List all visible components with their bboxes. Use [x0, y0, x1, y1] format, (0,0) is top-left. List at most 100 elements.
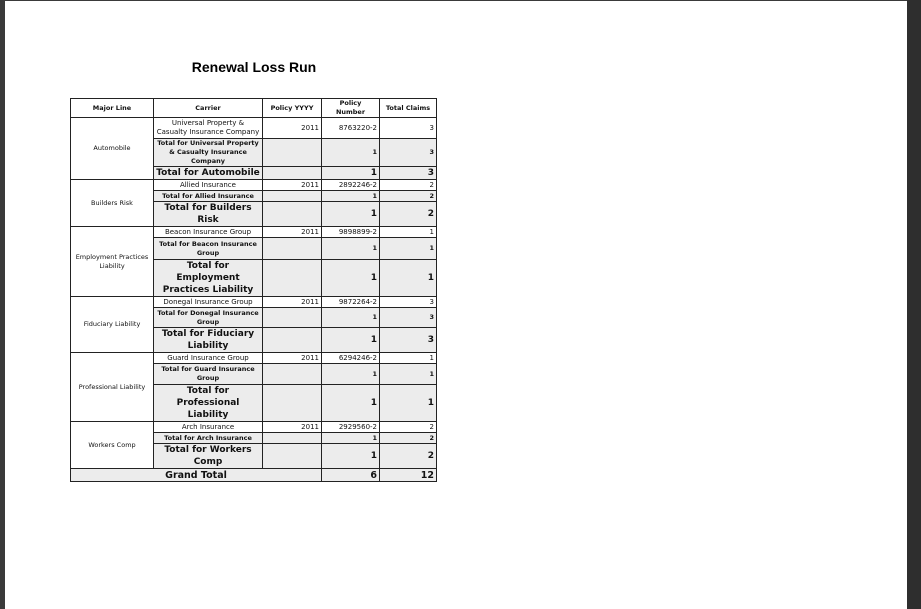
carrier-cell: Allied Insurance [153, 179, 263, 191]
total-claims-cell: 1 [379, 352, 437, 364]
header-major-line: Major Line [70, 98, 154, 118]
line-total-claims: 1 [379, 259, 437, 297]
header-policy-year: Policy YYYY [262, 98, 322, 118]
total-claims-cell: 3 [379, 117, 437, 139]
carrier-subtotal-policies: 1 [321, 363, 380, 385]
carrier-subtotal-label: Total for Guard Insurance Group [153, 363, 263, 385]
header-carrier: Carrier [153, 98, 263, 118]
major-line-cell: Builders Risk [70, 179, 154, 227]
carrier-subtotal-label: Total for Beacon Insurance Group [153, 237, 263, 260]
blank-cell [262, 259, 322, 297]
carrier-subtotal-claims: 3 [379, 307, 437, 328]
carrier-subtotal-label: Total for Universal Property & Casualty … [153, 138, 263, 167]
line-total-claims: 3 [379, 327, 437, 353]
line-total-policies: 1 [321, 443, 380, 469]
blank-cell [262, 190, 322, 202]
carrier-cell: Beacon Insurance Group [153, 226, 263, 238]
line-total-row: Total for Fiduciary Liability 1 3 [71, 327, 437, 353]
line-total-label: Total for Automobile [153, 166, 263, 180]
carrier-subtotal-row: Total for Beacon Insurance Group 1 1 [71, 237, 437, 260]
table-row: Fiduciary Liability Donegal Insurance Gro… [70, 296, 437, 353]
carrier-subtotal-policies: 1 [321, 138, 380, 167]
policy-number-cell: 2929560-2 [321, 421, 380, 433]
carrier-subtotal-row: Total for Universal Property & Casualty … [71, 138, 437, 167]
total-claims-cell: 1 [379, 226, 437, 238]
carrier-cell: Donegal Insurance Group [153, 296, 263, 308]
line-total-policies: 1 [321, 327, 380, 353]
blank-cell [262, 166, 322, 180]
vertical-scrollbar[interactable] [907, 0, 921, 609]
line-total-policies: 1 [321, 166, 380, 180]
line-total-policies: 1 [321, 384, 380, 422]
blank-cell [262, 363, 322, 385]
carrier-subtotal-claims: 1 [379, 237, 437, 260]
table-row: Automobile Universal Property & Casualty … [70, 117, 437, 180]
line-total-claims: 2 [379, 201, 437, 227]
line-total-label: Total for Fiduciary Liability [153, 327, 263, 353]
line-total-row: Total for Builders Risk 1 2 [71, 201, 437, 227]
blank-cell [262, 237, 322, 260]
total-claims-cell: 2 [379, 421, 437, 433]
policy-number-cell: 8763220-2 [321, 117, 380, 139]
blank-cell [262, 201, 322, 227]
carrier-subtotal-policies: 1 [321, 237, 380, 260]
carrier-subtotal-claims: 2 [379, 190, 437, 202]
table-row: Workers Comp Arch Insurance 2011 2929560-2 2 [70, 421, 437, 469]
line-total-claims: 2 [379, 443, 437, 469]
line-total-label: Total for Workers Comp [153, 443, 263, 469]
blank-cell [262, 443, 322, 469]
carrier-subtotal-claims: 2 [379, 432, 437, 444]
grand-total-row: Grand Total 6 12 [70, 468, 437, 482]
line-total-label: Total for Professional Liability [153, 384, 263, 422]
carrier-subtotal-label: Total for Donegal Insurance Group [153, 307, 263, 328]
carrier-subtotal-policies: 1 [321, 432, 380, 444]
major-line-cell: Workers Comp [70, 421, 154, 469]
policy-number-cell: 9872264-2 [321, 296, 380, 308]
major-line-cell: Employment Practices Liability [70, 226, 154, 297]
header-total-claims: Total Claims [379, 98, 437, 118]
carrier-subtotal-claims: 1 [379, 363, 437, 385]
line-total-claims: 1 [379, 384, 437, 422]
major-line-cell: Professional Liability [70, 352, 154, 422]
carrier-subtotal-claims: 3 [379, 138, 437, 167]
line-total-label: Total for Employment Practices Liability [153, 259, 263, 297]
policy-year-cell: 2011 [262, 179, 322, 191]
carrier-subtotal-row: Total for Allied Insurance 1 2 [71, 190, 437, 202]
window-left-border [0, 0, 5, 609]
grand-total-claims: 12 [379, 468, 437, 482]
carrier-subtotal-row: Total for Donegal Insurance Group 1 3 [71, 307, 437, 328]
table-row: Employment Practices Liability Beacon Ins… [70, 226, 437, 297]
table-header-row: Major Line Carrier Policy YYYY Policy Nu… [70, 98, 437, 118]
window-top-border [0, 0, 921, 1]
report-title: Renewal Loss Run [191, 59, 317, 75]
policy-year-cell: 2011 [262, 117, 322, 139]
policy-number-cell: 6294246-2 [321, 352, 380, 364]
carrier-cell: Universal Property & Casualty Insurance … [153, 117, 263, 139]
line-total-claims: 3 [379, 166, 437, 180]
carrier-subtotal-policies: 1 [321, 307, 380, 328]
line-total-row: Total for Workers Comp 1 2 [71, 443, 437, 469]
table-row: Builders Risk Allied Insurance 2011 2892246… [70, 179, 437, 227]
line-total-label: Total for Builders Risk [153, 201, 263, 227]
blank-cell [262, 432, 322, 444]
policy-number-cell: 9898899-2 [321, 226, 380, 238]
major-line-cell: Fiduciary Liability [70, 296, 154, 353]
blank-cell [262, 327, 322, 353]
total-claims-cell: 3 [379, 296, 437, 308]
carrier-cell: Arch Insurance [153, 421, 263, 433]
total-claims-cell: 2 [379, 179, 437, 191]
grand-total-policies: 6 [321, 468, 380, 482]
policy-number-cell: 2892246-2 [321, 179, 380, 191]
carrier-subtotal-label: Total for Allied Insurance [153, 190, 263, 202]
carrier-subtotal-policies: 1 [321, 190, 380, 202]
table-row: Professional Liability Guard Insurance Gr… [70, 352, 437, 422]
carrier-subtotal-label: Total for Arch Insurance [153, 432, 263, 444]
carrier-cell: Guard Insurance Group [153, 352, 263, 364]
line-total-row: Total for Professional Liability 1 1 [71, 384, 437, 422]
line-total-policies: 1 [321, 259, 380, 297]
blank-cell [262, 138, 322, 167]
blank-cell [262, 307, 322, 328]
line-total-row: Total for Automobile 1 3 [71, 166, 437, 180]
line-total-policies: 1 [321, 201, 380, 227]
loss-run-table: Major Line Carrier Policy YYYY Policy Nu… [70, 98, 437, 482]
